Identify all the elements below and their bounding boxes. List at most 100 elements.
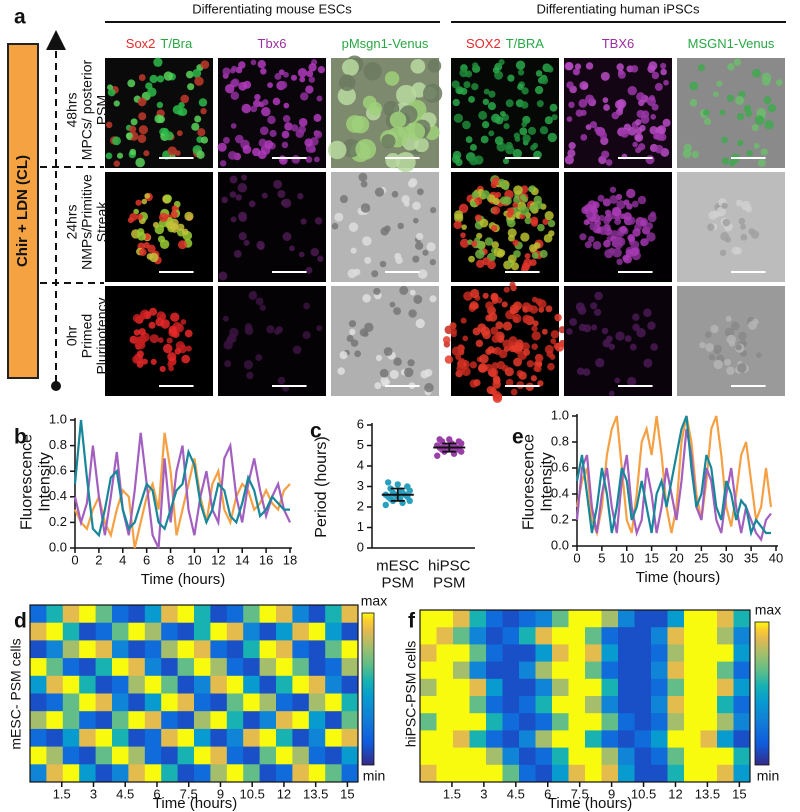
cell-nucleus	[171, 205, 178, 212]
cell-nucleus	[520, 101, 529, 109]
cell-nucleus	[532, 142, 539, 149]
heatmap-cell	[436, 627, 454, 645]
cell-nucleus	[133, 329, 141, 336]
heatmap-cell	[144, 764, 162, 783]
heatmap-cell	[112, 728, 129, 747]
cell-nucleus	[164, 131, 174, 141]
cell-nucleus	[380, 376, 389, 385]
heatmap-cell	[733, 713, 751, 731]
heatmap-cell	[341, 605, 359, 624]
heatmap-cell	[453, 713, 470, 731]
cell-nucleus	[295, 129, 305, 138]
heatmap-cell	[486, 678, 503, 697]
cell-nucleus	[626, 203, 633, 210]
heatmap-cell	[46, 640, 64, 659]
heatmap-cell	[552, 610, 569, 628]
cell-nucleus	[710, 324, 719, 334]
cell-nucleus	[545, 305, 553, 313]
cell-nucleus	[719, 109, 726, 116]
cell-nucleus	[503, 286, 510, 293]
cell-nucleus	[611, 206, 622, 217]
cell-nucleus	[306, 70, 314, 78]
heatmap-cell	[161, 658, 178, 677]
cell-nucleus	[305, 266, 313, 274]
cell-nucleus	[429, 295, 437, 303]
heatmap-cell	[667, 644, 685, 662]
heatmap-cell	[144, 622, 162, 641]
cell-nucleus	[337, 367, 345, 375]
cell-nucleus	[272, 97, 281, 106]
cell-nucleus	[105, 121, 113, 129]
cell-nucleus	[514, 342, 524, 352]
heatmap-cell	[733, 644, 751, 662]
colorbar	[361, 612, 375, 766]
heatmap-cell	[519, 730, 536, 748]
cell-nucleus	[129, 148, 137, 156]
heatmap-cell	[243, 605, 260, 624]
cell-nucleus	[492, 380, 501, 389]
cell-nucleus	[546, 350, 554, 358]
cell-nucleus	[491, 297, 498, 304]
heatmap-cell	[144, 746, 162, 765]
heatmap-cell	[519, 627, 536, 645]
data-point	[382, 501, 389, 509]
cell-nucleus	[542, 218, 549, 225]
cell-nucleus	[635, 147, 642, 154]
cell-nucleus	[413, 294, 423, 304]
cell-nucleus	[750, 230, 760, 239]
cell-nucleus	[569, 318, 578, 326]
heatmap-cell	[700, 764, 718, 783]
cell-nucleus	[107, 88, 116, 97]
heatmap-cell	[651, 678, 668, 697]
cell-nucleus	[279, 80, 288, 89]
cell-nucleus	[444, 325, 454, 335]
cell-nucleus	[166, 337, 173, 344]
cell-nucleus	[310, 247, 320, 257]
cell-nucleus	[585, 124, 592, 131]
cell-nucleus	[292, 345, 302, 355]
x-tick-label: 20	[669, 550, 683, 565]
cell-nucleus	[479, 354, 489, 364]
heatmap-cell	[535, 730, 553, 748]
x-tick-label: 7.5	[180, 786, 198, 801]
cell-nucleus	[136, 350, 144, 358]
heatmap-cell	[177, 658, 195, 677]
cell-nucleus	[399, 285, 409, 295]
cell-nucleus	[141, 358, 148, 365]
cell-nucleus	[462, 120, 471, 130]
cell-nucleus	[381, 134, 396, 149]
cell-nucleus	[137, 97, 147, 107]
cell-nucleus	[533, 195, 543, 205]
cell-nucleus	[224, 360, 232, 368]
heatmap-cell	[259, 640, 277, 659]
heatmap-cell	[469, 627, 487, 645]
heatmap-cell	[292, 605, 310, 624]
cell-nucleus	[598, 214, 605, 222]
heatmap-cell	[700, 610, 718, 628]
cell-nucleus	[150, 358, 157, 365]
heatmap-cell	[95, 764, 113, 783]
heatmap-cell	[733, 696, 751, 714]
cell-nucleus	[181, 354, 191, 364]
heatmap-cell	[259, 746, 277, 765]
heatmap-cell	[535, 696, 553, 714]
heatmap-cell	[618, 713, 635, 731]
cell-nucleus	[283, 102, 290, 109]
heatmap-cell	[502, 764, 520, 783]
x-tick-label: 6	[153, 786, 160, 801]
cell-nucleus	[137, 134, 147, 144]
cell-nucleus	[177, 223, 185, 231]
cell-nucleus	[136, 213, 143, 221]
heatmap-cell	[502, 661, 520, 680]
heatmap-cell	[733, 627, 751, 645]
x-tick-label: 0	[71, 552, 78, 567]
heatmap-cell	[177, 728, 195, 747]
heatmap-cell	[79, 622, 96, 641]
x-tick-label: 6	[544, 786, 551, 801]
heatmap-cell	[700, 696, 718, 714]
heatmap-cell	[453, 764, 470, 783]
y-tick-label: 0.8	[551, 433, 569, 448]
heatmap-cell	[259, 728, 277, 747]
heatmap-cell	[243, 640, 260, 659]
cell-nucleus	[586, 211, 593, 218]
